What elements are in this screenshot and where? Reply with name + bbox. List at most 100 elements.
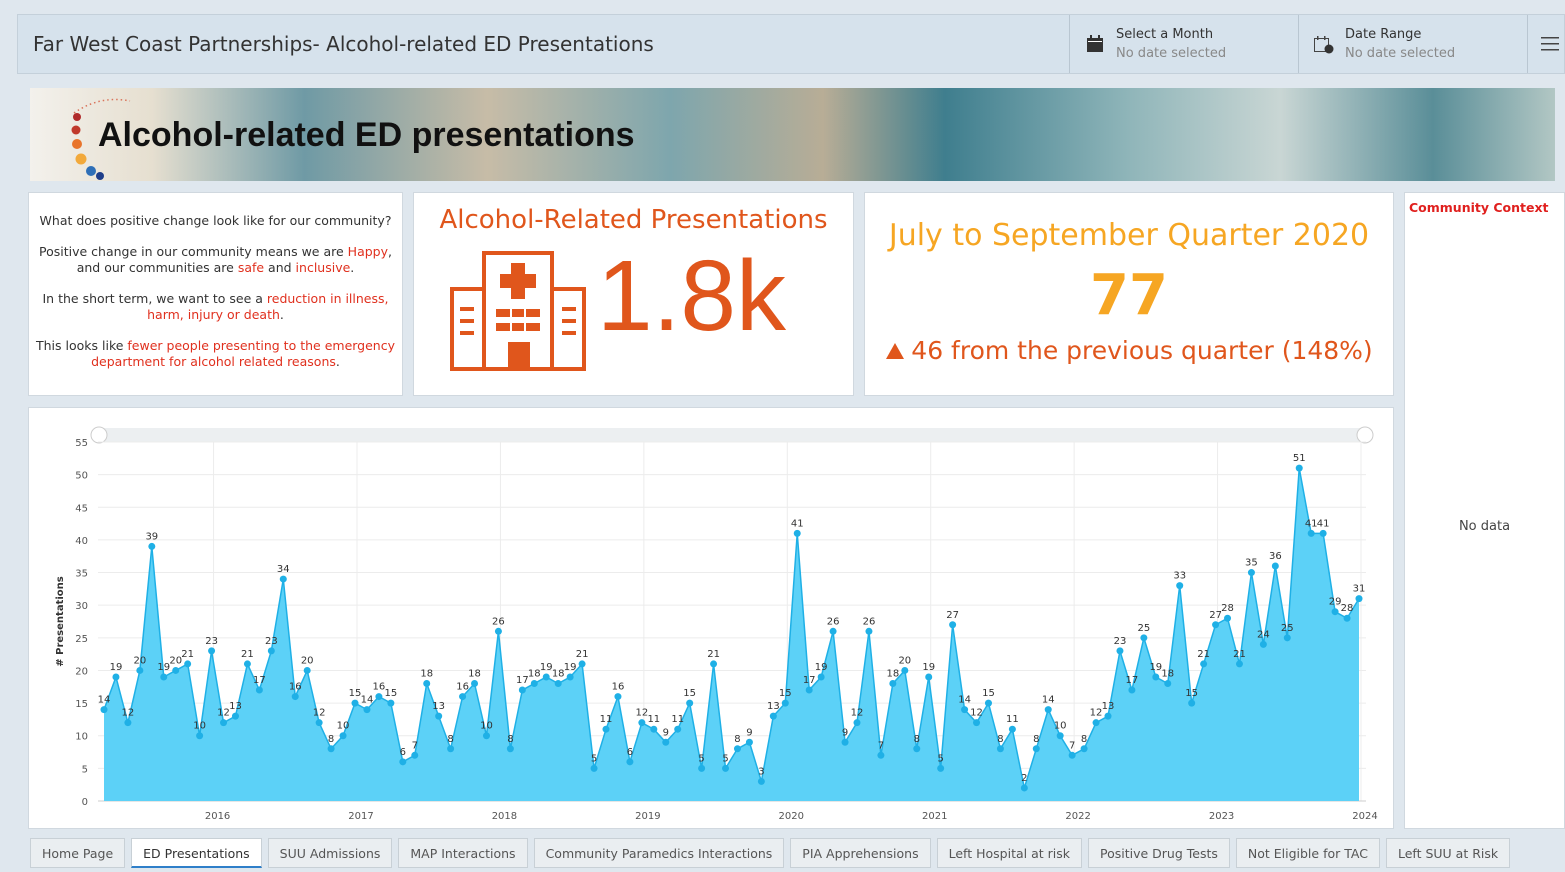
intro-text: reduction in illness, harm, injury or de… [147,291,389,322]
point [1092,719,1100,727]
tab[interactable]: PIA Apprehensions [790,838,931,868]
kpi-title: Alcohol-Related Presentations [439,205,828,235]
data-label: 35 [1245,558,1258,569]
point [961,706,969,714]
data-label: 26 [827,616,840,627]
data-label: 21 [576,649,589,660]
tab[interactable]: SUU Admissions [267,838,393,868]
point [853,719,861,727]
data-label: 20 [133,655,146,666]
tab[interactable]: Home Page [30,838,126,868]
data-label: 51 [1293,453,1306,464]
point [1271,562,1279,570]
tab[interactable]: MAP Interactions [398,838,528,868]
data-label: 15 [349,688,362,699]
point [327,745,335,753]
tab[interactable]: Left Hospital at risk [936,838,1082,868]
x-tick-label: 2021 [922,811,947,822]
point [1259,640,1267,648]
data-label: 18 [420,669,433,680]
point [614,693,622,701]
point [1128,686,1136,694]
y-tick-label: 15 [75,699,88,710]
tab[interactable]: Left SUU at Risk [1385,838,1511,868]
data-label: 13 [432,701,445,712]
filter-value: No date selected [1116,46,1227,61]
tab[interactable]: Community Paramedics Interactions [533,838,785,868]
data-label: 9 [663,727,669,738]
y-tick-label: 45 [75,503,88,514]
data-label: 11 [600,714,613,725]
data-label: 41 [1317,518,1330,529]
point [100,706,108,714]
data-label: 5 [937,753,943,764]
data-label: 12 [970,708,983,719]
intro-text: , and our communities are [76,244,392,275]
data-label: 25 [1137,623,1150,634]
data-label: 23 [265,636,278,647]
x-tick-label: 2016 [205,811,230,822]
range-filter[interactable]: Date Range No date selected [1298,15,1527,73]
month-filter[interactable]: Select a Month No date selected [1069,15,1298,73]
tab[interactable]: Positive Drug Tests [1087,838,1230,868]
point [387,699,395,707]
tab[interactable]: ED Presentations [131,838,262,868]
quarter-change: 46 from the previous quarter (148%) [865,336,1393,365]
point [1056,732,1064,740]
data-label: 20 [169,655,182,666]
point [1020,784,1028,792]
data-label: 12 [1090,708,1103,719]
point [148,542,156,550]
data-label: 28 [1221,603,1234,614]
point [530,680,538,688]
point [638,719,646,727]
intro-text: fewer people presenting to the emergency… [91,338,395,369]
tab[interactable]: Not Eligible for TAC [1235,838,1380,868]
y-tick-label: 30 [75,601,88,612]
intro-paragraph: In the short term, we want to see a redu… [35,291,396,323]
y-tick-label: 0 [82,797,88,808]
point [1343,614,1351,622]
point [267,647,275,655]
point [937,764,945,772]
data-label: 19 [110,662,123,673]
point [1152,673,1160,681]
data-label: 6 [627,747,633,758]
data-label: 20 [301,655,314,666]
y-tick-label: 25 [75,634,88,645]
data-label: 21 [1233,649,1246,660]
point [1212,621,1220,629]
data-label: 19 [815,662,828,673]
data-label: 21 [181,649,194,660]
data-label: 15 [384,688,397,699]
y-tick-label: 40 [75,536,88,547]
point [949,621,957,629]
data-label: 19 [157,662,170,673]
point [674,725,682,733]
point [686,699,694,707]
intro-text: This looks like [35,338,128,353]
data-label: 16 [289,682,302,693]
data-label: 12 [851,708,864,719]
menu-button[interactable] [1527,15,1565,73]
intro-text: . [279,307,284,322]
point [566,673,574,681]
intro-text: Positive change in our community means w… [39,244,348,259]
point [435,712,443,720]
intro-paragraph: This looks like fewer people presenting … [35,338,396,370]
point [1104,712,1112,720]
data-label: 15 [779,688,792,699]
data-label: 2 [1021,773,1027,784]
chart-panel: 0 5 10 15 20 25 30 35 40 45 50 55 2016 2017 2018 2019 20… [28,407,1394,829]
data-label: 17 [803,675,816,686]
point [698,764,706,772]
data-label: 3 [758,766,764,777]
scroll-handle [1356,426,1374,444]
area [104,468,1359,801]
menu-icon [1541,37,1559,51]
point [590,764,598,772]
point [375,693,383,701]
point [1224,614,1232,622]
data-label: 9 [746,727,752,738]
point [662,738,670,746]
